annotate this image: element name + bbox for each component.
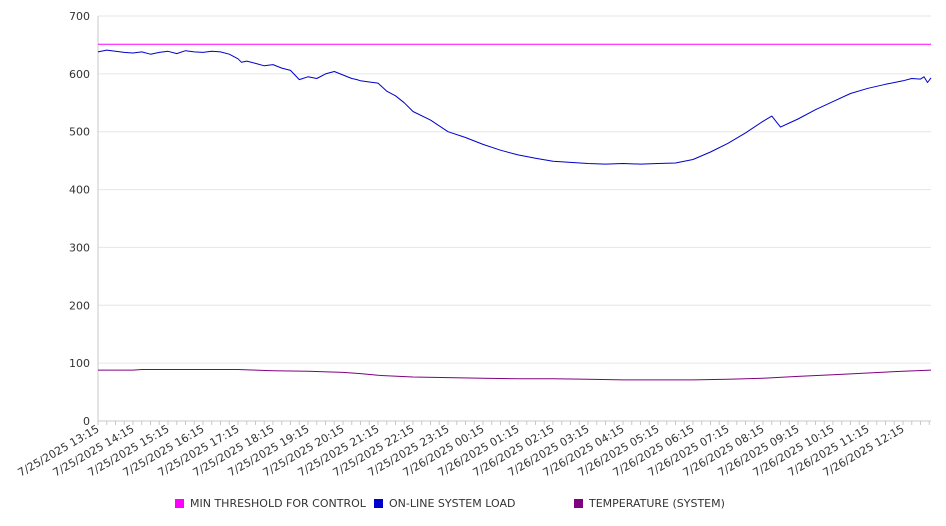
y-tick-label: 600 bbox=[69, 68, 90, 81]
legend-swatch-load bbox=[374, 499, 383, 508]
legend: MIN THRESHOLD FOR CONTROL ON-LINE SYSTEM… bbox=[0, 497, 946, 513]
legend-label-threshold: MIN THRESHOLD FOR CONTROL bbox=[190, 497, 366, 510]
series-lines bbox=[97, 43, 932, 381]
legend-item-threshold[interactable]: MIN THRESHOLD FOR CONTROL bbox=[175, 497, 366, 510]
legend-swatch-threshold bbox=[175, 499, 184, 508]
y-tick-label: 200 bbox=[69, 299, 90, 312]
y-tick-label: 100 bbox=[69, 357, 90, 370]
legend-label-load: ON-LINE SYSTEM LOAD bbox=[389, 497, 516, 510]
y-tick-label: 700 bbox=[69, 10, 90, 23]
y-tick-label: 0 bbox=[83, 415, 90, 428]
legend-label-temperature: TEMPERATURE (SYSTEM) bbox=[589, 497, 725, 510]
series-line-temperature bbox=[98, 369, 932, 381]
legend-item-temperature[interactable]: TEMPERATURE (SYSTEM) bbox=[574, 497, 725, 510]
gridlines bbox=[98, 15, 931, 422]
y-tick-label: 300 bbox=[69, 241, 90, 254]
y-tick-label: 400 bbox=[69, 184, 90, 197]
y-axis: 0 100 200 300 400 500 600 700 bbox=[69, 10, 90, 428]
y-tick-label: 500 bbox=[69, 126, 90, 139]
series-line-load bbox=[97, 49, 932, 165]
legend-swatch-temperature bbox=[574, 499, 583, 508]
legend-item-load[interactable]: ON-LINE SYSTEM LOAD bbox=[374, 497, 515, 510]
